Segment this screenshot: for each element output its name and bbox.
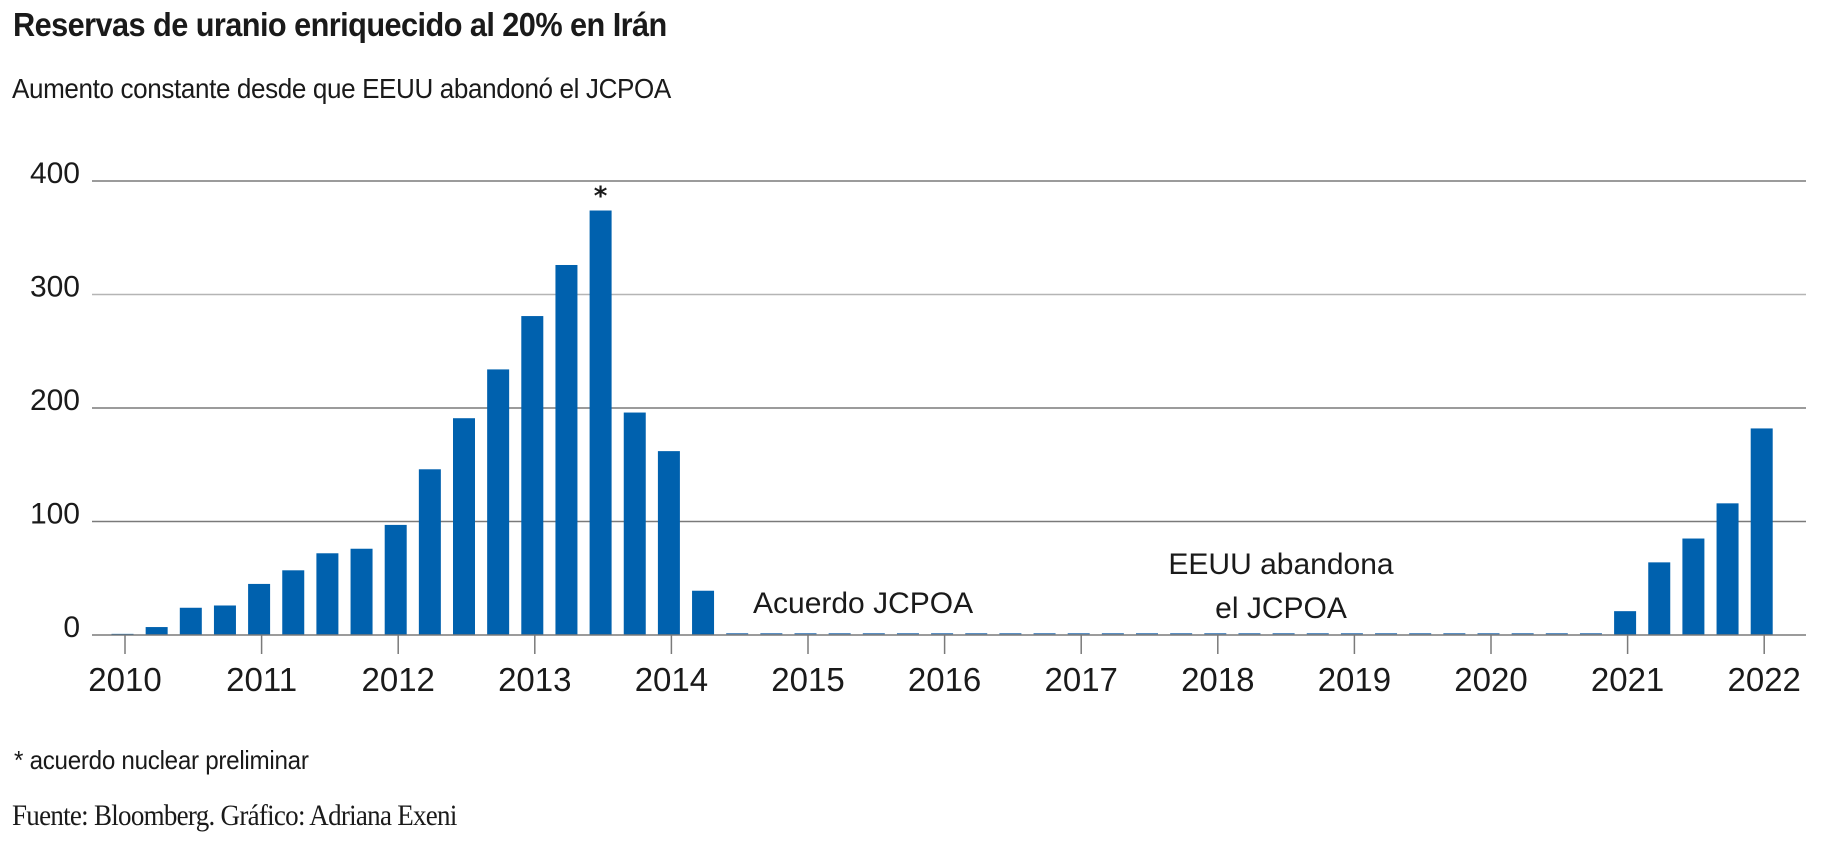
y-tick-label-0: 0 [63, 611, 80, 644]
bar-35 [1306, 633, 1329, 635]
bar-48 [1750, 428, 1773, 635]
bar-17 [692, 590, 715, 635]
x-axis [92, 634, 1806, 654]
bar-10 [453, 418, 475, 635]
y-axis-labels: 0 100 200 300 400 [30, 157, 80, 644]
bar-33 [1238, 633, 1261, 635]
annotation-jcpoa: Acuerdo JCPOA [753, 587, 973, 620]
bar-28 [1067, 633, 1090, 635]
x-tick-label-2014: 2014 [635, 661, 708, 698]
x-tick-label-2019: 2019 [1318, 661, 1391, 698]
bar-45 [1648, 562, 1671, 635]
marker-asterisk: * [594, 182, 608, 212]
bar-15 [623, 412, 646, 635]
y-tick-label-400: 400 [30, 157, 80, 190]
bar-6 [316, 553, 339, 635]
annotation-us-withdraws-line2: el JCPOA [1215, 592, 1347, 625]
x-tick-label-2021: 2021 [1591, 661, 1664, 698]
bar-4 [248, 583, 271, 635]
bar-2 [179, 607, 202, 635]
footnote: * acuerdo nuclear preliminar [14, 745, 309, 775]
bar-32 [1204, 633, 1227, 635]
y-tick-label-300: 300 [30, 271, 80, 304]
x-tick-label-2012: 2012 [361, 661, 434, 698]
bar-9 [418, 469, 441, 635]
bars [111, 210, 1773, 635]
annotations: Acuerdo JCPOA EEUU abandona el JCPOA [753, 548, 1394, 625]
bar-39 [1443, 633, 1466, 635]
bar-24 [931, 633, 954, 635]
x-axis-labels: 2010 2011 2012 2013 2014 2015 2016 2017 2018 2019… [88, 661, 1801, 698]
bar-30 [1136, 633, 1158, 635]
bar-26 [999, 633, 1022, 635]
bar-27 [1033, 633, 1056, 635]
bar-19 [760, 633, 783, 635]
bar-42 [1545, 633, 1568, 635]
bar-23 [896, 633, 919, 635]
bar-44 [1614, 611, 1637, 635]
bar-25 [965, 633, 988, 635]
y-tick-label-200: 200 [30, 384, 80, 417]
bar-12 [521, 316, 544, 635]
x-tick-label-2013: 2013 [498, 661, 571, 698]
bar-36 [1340, 633, 1363, 635]
bar-22 [862, 633, 885, 635]
x-tick-label-2016: 2016 [908, 661, 981, 698]
annotation-us-withdraws-line1: EEUU abandona [1168, 548, 1393, 581]
y-tick-label-100: 100 [30, 498, 80, 531]
source-credit: Fuente: Bloomberg. Gráfico: Adriana Exen… [12, 799, 457, 832]
bar-21 [828, 633, 851, 635]
bar-47 [1716, 503, 1739, 635]
bar-11 [487, 369, 510, 635]
bar-18 [726, 633, 749, 635]
x-tick-label-2010: 2010 [88, 661, 161, 698]
bar-14 [589, 210, 612, 635]
bar-16 [657, 451, 680, 635]
bar-3 [213, 605, 236, 635]
chart-title: Reservas de uranio enriquecido al 20% en… [13, 6, 667, 43]
x-tick-label-2022: 2022 [1727, 661, 1800, 698]
x-tick-label-2018: 2018 [1181, 661, 1254, 698]
chart-subtitle: Aumento constante desde que EEUU abandon… [12, 73, 671, 104]
x-tick-label-2017: 2017 [1044, 661, 1117, 698]
bar-37 [1375, 633, 1398, 635]
bar-38 [1409, 633, 1432, 635]
bar-31 [1170, 633, 1193, 635]
bar-29 [1101, 633, 1124, 635]
bar-40 [1477, 633, 1500, 635]
bar-46 [1682, 538, 1705, 635]
x-tick-label-2011: 2011 [226, 661, 297, 698]
gridlines [92, 180, 1806, 523]
bar-1 [145, 627, 168, 635]
bar-34 [1272, 633, 1295, 635]
x-tick-label-2020: 2020 [1454, 661, 1527, 698]
bar-5 [282, 570, 305, 635]
bar-8 [384, 524, 407, 635]
bar-7 [350, 548, 373, 635]
markers: * [594, 182, 608, 212]
x-tick-label-2015: 2015 [771, 661, 844, 698]
bar-13 [555, 264, 578, 635]
bar-20 [794, 633, 817, 635]
bar-43 [1579, 633, 1602, 635]
bar-41 [1511, 633, 1534, 635]
